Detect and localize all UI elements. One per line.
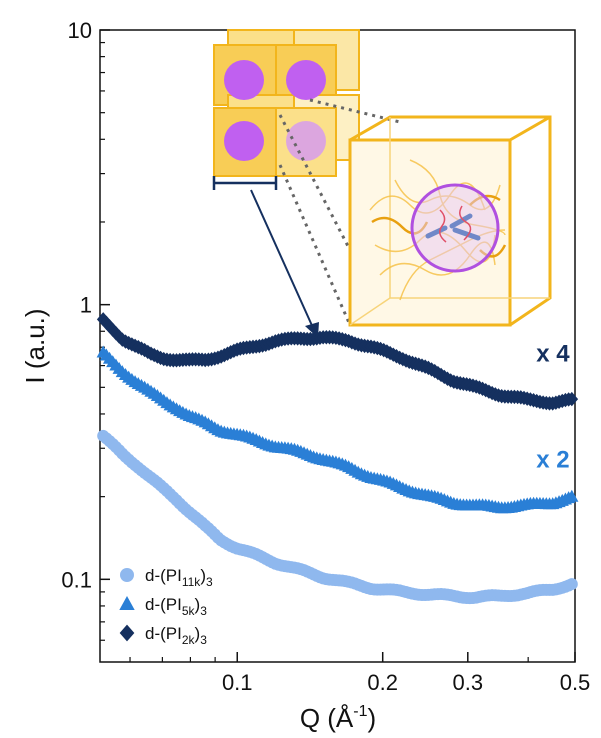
y-axis-title: I (a.u.) (20, 308, 50, 383)
series-triangle (96, 345, 579, 514)
data-point (565, 489, 579, 502)
arrow-to-peak (250, 189, 315, 331)
x-axis-ticks: 0.1 0.2 0.3 0.5 (129, 652, 591, 695)
legend-marker (120, 568, 134, 582)
x-axis-title: Q (Å-1) (300, 703, 376, 733)
micelle-cube-illustration (348, 115, 552, 327)
series-circle (97, 429, 578, 605)
x-tick-label: 0.1 (222, 670, 253, 695)
data-point (565, 578, 578, 591)
data-point (565, 391, 579, 407)
data-series-layer (96, 312, 579, 605)
legend-label: d-(PI2k)3 (145, 624, 207, 647)
x-tick-label: 0.5 (560, 670, 591, 695)
scale-factor-label: x 2 (536, 447, 569, 474)
legend-marker (119, 595, 135, 610)
lattice-cubes-illustration (212, 29, 360, 190)
zoom-dotted-lines (278, 98, 401, 326)
scale-factor-annotations: x 4 x 2 (536, 341, 570, 474)
y-tick-label: 10 (68, 18, 92, 43)
y-tick-label: 1 (80, 293, 92, 318)
x-tick-label: 0.2 (367, 670, 398, 695)
x-tick-label: 0.3 (452, 670, 483, 695)
series-diamond (96, 312, 579, 411)
legend-marker (119, 624, 135, 642)
y-axis-ticks: 0.1 1 10 (61, 18, 110, 641)
legend: d-(PI11k)3 d-(PI5k)3 d-(PI2k)3 (119, 566, 213, 647)
y-tick-label: 0.1 (61, 567, 92, 592)
inset-schematic (212, 29, 552, 338)
scale-factor-label: x 4 (536, 341, 570, 368)
legend-label: d-(PI5k)3 (145, 595, 207, 618)
legend-label: d-(PI11k)3 (145, 566, 213, 589)
